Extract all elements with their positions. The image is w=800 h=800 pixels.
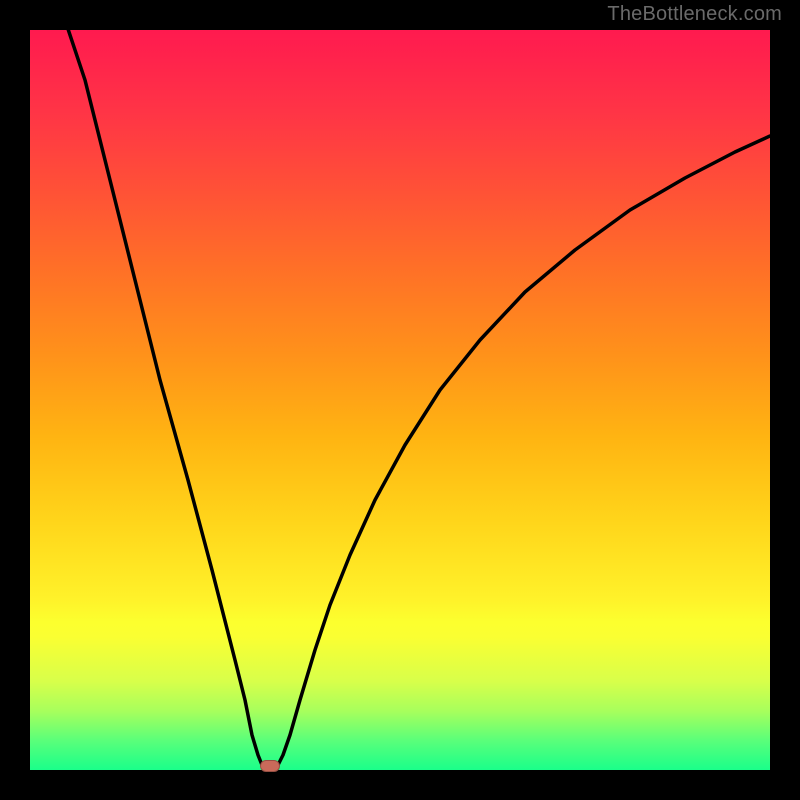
chart-plot-area [30,30,770,770]
watermark-text: TheBottleneck.com [607,3,782,26]
bottleneck-curve [30,30,770,770]
